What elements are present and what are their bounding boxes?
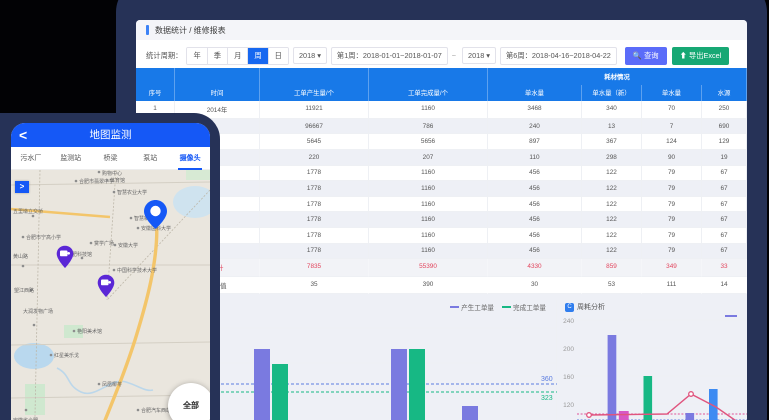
svg-text:望江西路: 望江西路 [14,287,34,294]
svg-text:黉学广场: 黉学广场 [94,240,114,247]
svg-text:购物中心: 购物中心 [102,170,122,177]
svg-text:合肥市翡翠中学: 合肥市翡翠中学 [79,178,114,185]
svg-text:体育馆: 体育馆 [110,177,125,184]
svg-text:大润发物广场: 大润发物广场 [23,308,53,315]
svg-text:合肥汽车西站: 合肥汽车西站 [141,407,171,414]
svg-text:323: 323 [541,395,553,402]
svg-text:五里墩立交桥: 五里墩立交桥 [13,208,43,215]
svg-text:安徽省合肥: 安徽省合肥 [13,417,38,420]
svg-text:200: 200 [563,346,574,353]
svg-text:360: 360 [541,376,553,383]
svg-text:160: 160 [563,374,574,381]
svg-text:120: 120 [563,402,574,409]
svg-text:合肥市宁高小学: 合肥市宁高小学 [26,234,61,241]
svg-text:中国科学技术大学: 中国科学技术大学 [117,267,157,274]
svg-text:凤凰椰苓: 凤凰椰苓 [102,381,122,388]
svg-text:240: 240 [563,318,574,325]
svg-text:安徽大学: 安徽大学 [118,242,138,249]
svg-text:艳阳美术馆: 艳阳美术馆 [77,328,102,335]
svg-text:红星美乐戈: 红星美乐戈 [54,352,79,359]
svg-text:黄山路: 黄山路 [13,253,28,260]
svg-text:智慧农业大学: 智慧农业大学 [117,189,147,196]
